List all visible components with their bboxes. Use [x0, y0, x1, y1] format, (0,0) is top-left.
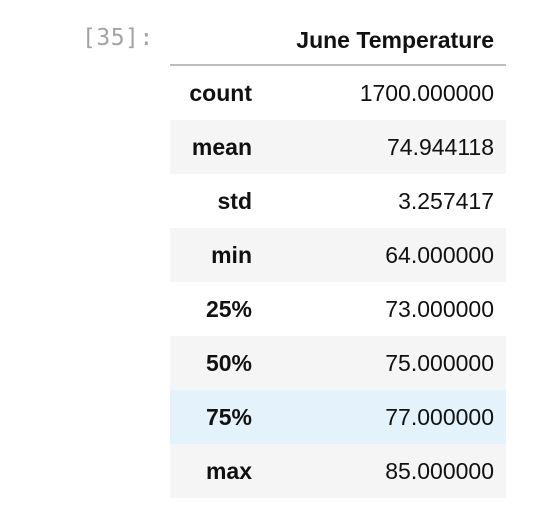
cell-value: 73.000000 [262, 282, 506, 336]
index-header [170, 16, 262, 65]
cell-value: 75.000000 [262, 336, 506, 390]
cell-value: 77.000000 [262, 390, 506, 444]
dataframe-table: June Temperature count 1700.000000 mean … [170, 16, 506, 498]
cell-execution-count: [35]: [82, 22, 154, 54]
cell-value: 85.000000 [262, 444, 506, 498]
table-row: 25% 73.000000 [170, 282, 506, 336]
table-row: count 1700.000000 [170, 65, 506, 120]
row-label: std [170, 174, 262, 228]
row-label: count [170, 65, 262, 120]
cell-value: 1700.000000 [262, 65, 506, 120]
table-row: max 85.000000 [170, 444, 506, 498]
table-row: 50% 75.000000 [170, 336, 506, 390]
cell-value: 74.944118 [262, 120, 506, 174]
cell-output-area: June Temperature count 1700.000000 mean … [170, 16, 506, 498]
row-label: 75% [170, 390, 262, 444]
table-row: std 3.257417 [170, 174, 506, 228]
table-row: mean 74.944118 [170, 120, 506, 174]
cell-value: 3.257417 [262, 174, 506, 228]
table-row: min 64.000000 [170, 228, 506, 282]
table-row-hovered: 75% 77.000000 [170, 390, 506, 444]
row-label: min [170, 228, 262, 282]
column-header: June Temperature [262, 16, 506, 65]
row-label: mean [170, 120, 262, 174]
cell-value: 64.000000 [262, 228, 506, 282]
row-label: 25% [170, 282, 262, 336]
row-label: max [170, 444, 262, 498]
row-label: 50% [170, 336, 262, 390]
table-header-row: June Temperature [170, 16, 506, 65]
